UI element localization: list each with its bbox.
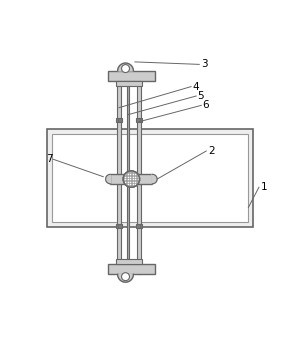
- Bar: [136, 224, 142, 228]
- Circle shape: [123, 171, 140, 187]
- Bar: [110, 174, 153, 184]
- Bar: [108, 71, 155, 81]
- Bar: [116, 81, 142, 86]
- Text: 3: 3: [202, 59, 208, 69]
- Polygon shape: [118, 63, 133, 71]
- Bar: [117, 73, 120, 274]
- Bar: [116, 224, 122, 228]
- Polygon shape: [118, 274, 133, 282]
- Text: 5: 5: [198, 91, 204, 101]
- Bar: [47, 129, 253, 227]
- Polygon shape: [153, 174, 157, 184]
- Bar: [52, 134, 248, 222]
- Circle shape: [121, 273, 130, 281]
- Circle shape: [121, 64, 130, 73]
- Bar: [127, 73, 129, 274]
- Text: 4: 4: [192, 82, 199, 92]
- Text: 2: 2: [209, 146, 215, 156]
- Bar: [108, 264, 155, 274]
- Bar: [137, 73, 141, 274]
- Bar: [116, 259, 142, 264]
- Bar: [136, 118, 142, 122]
- Text: 7: 7: [46, 154, 53, 164]
- Bar: [116, 118, 122, 122]
- Text: 6: 6: [203, 100, 209, 110]
- Text: 1: 1: [261, 182, 268, 192]
- Polygon shape: [106, 174, 110, 184]
